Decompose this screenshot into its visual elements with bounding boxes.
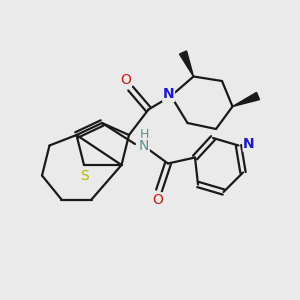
Text: N: N — [139, 139, 149, 152]
Text: S: S — [80, 169, 89, 182]
Text: O: O — [121, 73, 131, 86]
Text: N: N — [163, 88, 174, 101]
Text: O: O — [152, 193, 163, 207]
Text: H: H — [139, 128, 149, 141]
Text: N: N — [243, 137, 255, 151]
Polygon shape — [232, 92, 260, 106]
Polygon shape — [179, 51, 194, 76]
